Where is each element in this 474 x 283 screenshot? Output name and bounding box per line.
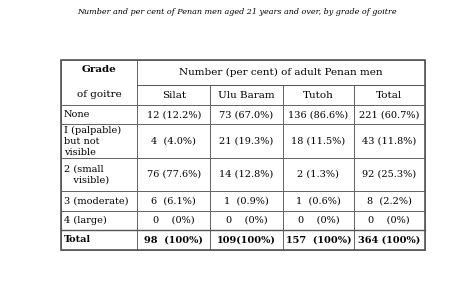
Bar: [210, 125, 283, 158]
Text: Number and per cent of Penan men aged 21 years and over, by grade of goitre: Number and per cent of Penan men aged 21…: [77, 8, 397, 16]
Bar: [210, 191, 283, 211]
Bar: [61, 105, 137, 125]
Text: 92 (25.3%): 92 (25.3%): [362, 170, 416, 179]
Text: 4 (large): 4 (large): [64, 216, 107, 225]
Bar: [137, 60, 425, 85]
Text: Total: Total: [376, 91, 402, 100]
Text: 364 (100%): 364 (100%): [358, 235, 420, 245]
Bar: [283, 191, 354, 211]
Text: Ulu Baram: Ulu Baram: [218, 91, 275, 100]
Text: Grade: Grade: [82, 65, 117, 74]
Bar: [210, 158, 283, 191]
Text: Total: Total: [64, 235, 91, 245]
Bar: [61, 230, 137, 250]
Text: Number (per cent) of adult Penan men: Number (per cent) of adult Penan men: [179, 68, 383, 77]
Bar: [137, 158, 210, 191]
Text: 136 (86.6%): 136 (86.6%): [288, 110, 348, 119]
Text: 3 (moderate): 3 (moderate): [64, 196, 128, 205]
Bar: [283, 158, 354, 191]
Text: Tutoh: Tutoh: [303, 91, 334, 100]
Text: 98  (100%): 98 (100%): [145, 235, 203, 245]
Text: of goitre: of goitre: [77, 90, 122, 99]
Bar: [137, 211, 210, 230]
Text: 12 (12.2%): 12 (12.2%): [146, 110, 201, 119]
Text: 6  (6.1%): 6 (6.1%): [152, 196, 196, 205]
Text: Silat: Silat: [162, 91, 186, 100]
Bar: [210, 230, 283, 250]
Bar: [283, 211, 354, 230]
Bar: [61, 191, 137, 211]
Text: 0    (0%): 0 (0%): [153, 216, 195, 225]
Text: 43 (11.8%): 43 (11.8%): [362, 137, 417, 146]
Text: 4  (4.0%): 4 (4.0%): [151, 137, 196, 146]
Text: 2 (1.3%): 2 (1.3%): [298, 170, 339, 179]
Bar: [210, 211, 283, 230]
Bar: [61, 158, 137, 191]
Bar: [137, 230, 210, 250]
Text: 0    (0%): 0 (0%): [226, 216, 267, 225]
Text: 2 (small
   visible): 2 (small visible): [64, 164, 109, 185]
Bar: [354, 85, 425, 105]
Text: 8  (2.2%): 8 (2.2%): [367, 196, 412, 205]
Bar: [354, 191, 425, 211]
Bar: [354, 105, 425, 125]
Bar: [283, 105, 354, 125]
Text: I (palpable)
but not
visible: I (palpable) but not visible: [64, 125, 121, 157]
Bar: [137, 191, 210, 211]
Text: 73 (67.0%): 73 (67.0%): [219, 110, 273, 119]
Text: 14 (12.8%): 14 (12.8%): [219, 170, 273, 179]
Text: 18 (11.5%): 18 (11.5%): [292, 137, 346, 146]
Bar: [210, 105, 283, 125]
Bar: [354, 211, 425, 230]
Bar: [61, 125, 137, 158]
Bar: [137, 125, 210, 158]
Text: 0    (0%): 0 (0%): [368, 216, 410, 225]
Bar: [210, 85, 283, 105]
Text: None: None: [64, 110, 91, 119]
Bar: [354, 125, 425, 158]
Bar: [61, 60, 137, 105]
Bar: [354, 230, 425, 250]
Text: 109(100%): 109(100%): [217, 235, 276, 245]
Text: 0    (0%): 0 (0%): [298, 216, 339, 225]
Bar: [61, 60, 425, 250]
Text: 1  (0.9%): 1 (0.9%): [224, 196, 269, 205]
Bar: [137, 85, 210, 105]
Text: 21 (19.3%): 21 (19.3%): [219, 137, 273, 146]
Text: 1  (0.6%): 1 (0.6%): [296, 196, 341, 205]
Bar: [283, 125, 354, 158]
Bar: [354, 158, 425, 191]
Text: 221 (60.7%): 221 (60.7%): [359, 110, 419, 119]
Bar: [283, 230, 354, 250]
Bar: [137, 105, 210, 125]
Bar: [283, 85, 354, 105]
Bar: [61, 211, 137, 230]
Text: 76 (77.6%): 76 (77.6%): [147, 170, 201, 179]
Text: 157  (100%): 157 (100%): [286, 235, 351, 245]
